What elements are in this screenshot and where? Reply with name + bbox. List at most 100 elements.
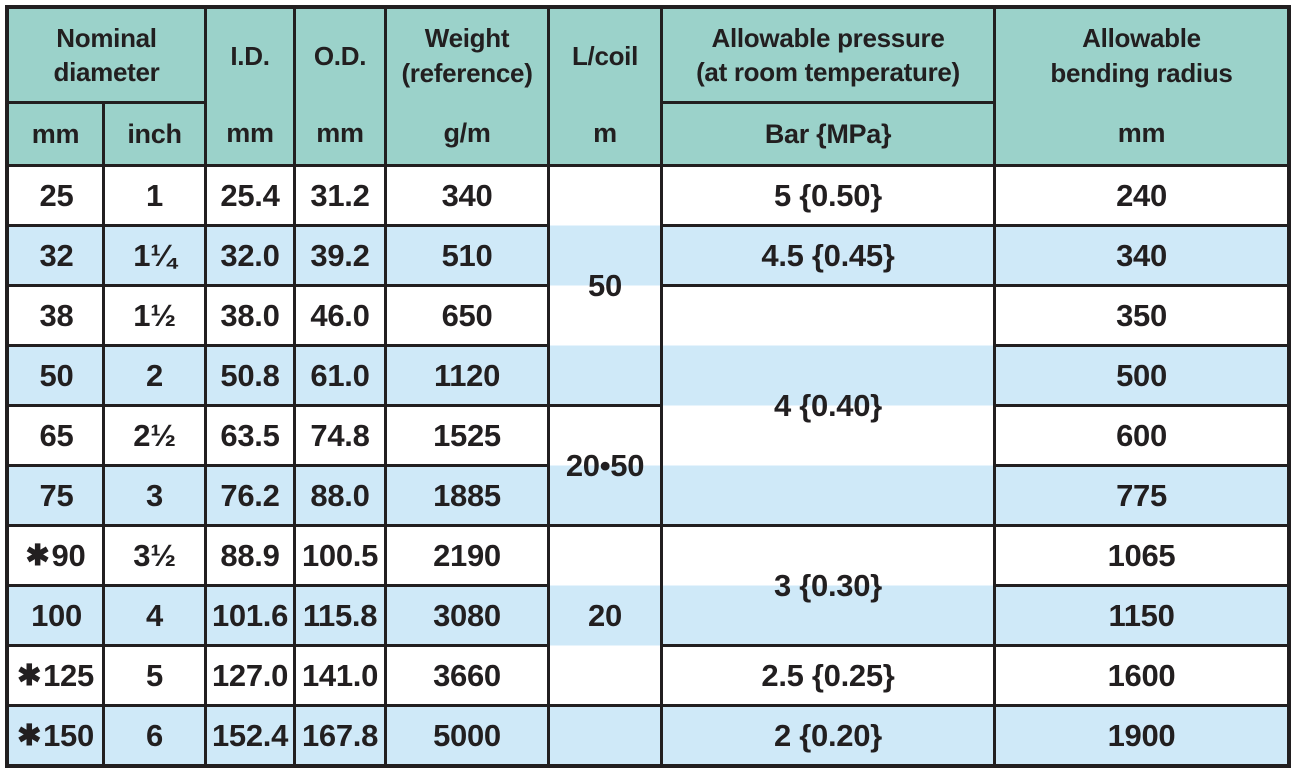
cell-od: 39.2 (296, 227, 384, 284)
cell-mm: 25 (9, 167, 102, 224)
mm-value: 125 (43, 657, 94, 693)
cell-pressure-4: 4 {0.40} (663, 287, 993, 524)
header-od-label: O.D. (313, 40, 367, 71)
cell-bending: 1065 (996, 527, 1287, 584)
header-bending-line1: Allowable (1082, 23, 1201, 54)
cell-mm: ✱ 150 (9, 707, 102, 764)
cell-pressure-2-5: 2.5 {0.25} (663, 647, 993, 704)
header-od-unit: mm (316, 117, 364, 148)
header-id: I.D. mm (207, 9, 293, 164)
header-nominal-diameter: Nominal diameter (9, 9, 204, 101)
mm-value: 65 (39, 417, 74, 453)
asterisk-mark: ✱ (17, 660, 42, 692)
cell-inch: 6 (105, 707, 204, 764)
mm-value: 100 (31, 597, 82, 633)
cell-bending: 1900 (996, 707, 1287, 764)
cell-mm: 50 (9, 347, 102, 404)
cell-lcoil-empty (550, 707, 660, 764)
header-weight-label: Weight (reference) (387, 9, 547, 103)
cell-od: 61.0 (296, 347, 384, 404)
mm-value: 38 (39, 297, 74, 333)
hose-spec-table: Nominal diameter I.D. mm O.D. mm Weight … (5, 5, 1291, 768)
cell-id: 63.5 (207, 407, 293, 464)
cell-od: 31.2 (296, 167, 384, 224)
cell-mm: 32 (9, 227, 102, 284)
cell-weight: 2190 (387, 527, 547, 584)
cell-weight: 3080 (387, 587, 547, 644)
header-weight-line2: (reference) (401, 57, 533, 88)
cell-mm: 75 (9, 467, 102, 524)
header-weight: Weight (reference) g/m (387, 9, 547, 164)
cell-pressure-2: 2 {0.20} (663, 707, 993, 764)
cell-inch: 5 (105, 647, 204, 704)
header-nominal-inch-unit: inch (105, 104, 204, 164)
header-od: O.D. mm (296, 9, 384, 164)
cell-od: 141.0 (296, 647, 384, 704)
cell-mm: ✱ 90 (9, 527, 102, 584)
cell-od: 88.0 (296, 467, 384, 524)
cell-mm: ✱ 125 (9, 647, 102, 704)
mm-value: 75 (39, 477, 74, 513)
header-nominal-line1: Nominal (56, 22, 157, 53)
cell-mm: 65 (9, 407, 102, 464)
cell-bending: 340 (996, 227, 1287, 284)
cell-weight: 5000 (387, 707, 547, 764)
header-pressure-line1: Allowable pressure (711, 22, 945, 53)
mm-value: 32 (39, 237, 74, 273)
cell-pressure-5: 5 {0.50} (663, 167, 993, 224)
cell-weight: 1525 (387, 407, 547, 464)
cell-weight: 1120 (387, 347, 547, 404)
cell-weight: 340 (387, 167, 547, 224)
cell-id: 127.0 (207, 647, 293, 704)
cell-inch: 2 (105, 347, 204, 404)
header-pressure-unit: Bar {MPa} (663, 104, 993, 164)
header-nominal-mm-unit: mm (9, 104, 102, 164)
mm-value: 25 (39, 177, 74, 213)
cell-weight: 3660 (387, 647, 547, 704)
cell-bending: 500 (996, 347, 1287, 404)
cell-weight: 1885 (387, 467, 547, 524)
cell-id: 101.6 (207, 587, 293, 644)
asterisk-mark: ✱ (17, 720, 42, 752)
cell-bending: 1150 (996, 587, 1287, 644)
header-id-label: I.D. (230, 40, 270, 71)
cell-id: 152.4 (207, 707, 293, 764)
cell-od: 100.5 (296, 527, 384, 584)
cell-mm: 100 (9, 587, 102, 644)
header-bending-radius: Allowable bending radius mm (996, 9, 1287, 164)
header-lcoil-label: L/coil (571, 40, 639, 71)
cell-pressure-3: 3 {0.30} (663, 527, 993, 644)
cell-inch: 4 (105, 587, 204, 644)
header-lcoil: L/coil m (550, 9, 660, 164)
header-pressure: Allowable pressure (at room temperature) (663, 9, 993, 101)
header-bending-unit: mm (1117, 117, 1166, 148)
cell-id: 38.0 (207, 287, 293, 344)
cell-id: 88.9 (207, 527, 293, 584)
header-bending-line2: bending radius (1050, 57, 1233, 88)
cell-mm: 38 (9, 287, 102, 344)
asterisk-mark: ✱ (25, 540, 50, 572)
header-weight-line1: Weight (424, 23, 510, 54)
cell-inch: 1¼ (105, 227, 204, 284)
cell-inch: 3½ (105, 527, 204, 584)
cell-inch: 1½ (105, 287, 204, 344)
cell-od: 74.8 (296, 407, 384, 464)
cell-pressure-4-5: 4.5 {0.45} (663, 227, 993, 284)
cell-bending: 600 (996, 407, 1287, 464)
cell-inch: 1 (105, 167, 204, 224)
cell-od: 115.8 (296, 587, 384, 644)
cell-weight: 510 (387, 227, 547, 284)
cell-lcoil-20-50: 20•50 (550, 407, 660, 524)
cell-id: 76.2 (207, 467, 293, 524)
cell-inch: 2½ (105, 407, 204, 464)
cell-id: 50.8 (207, 347, 293, 404)
header-nominal-line2: diameter (53, 57, 160, 87)
cell-od: 167.8 (296, 707, 384, 764)
mm-value: 150 (43, 717, 94, 753)
cell-bending: 350 (996, 287, 1287, 344)
cell-inch: 3 (105, 467, 204, 524)
header-weight-unit: g/m (443, 117, 491, 148)
cell-bending: 775 (996, 467, 1287, 524)
cell-lcoil-20: 20 (550, 527, 660, 704)
cell-id: 25.4 (207, 167, 293, 224)
